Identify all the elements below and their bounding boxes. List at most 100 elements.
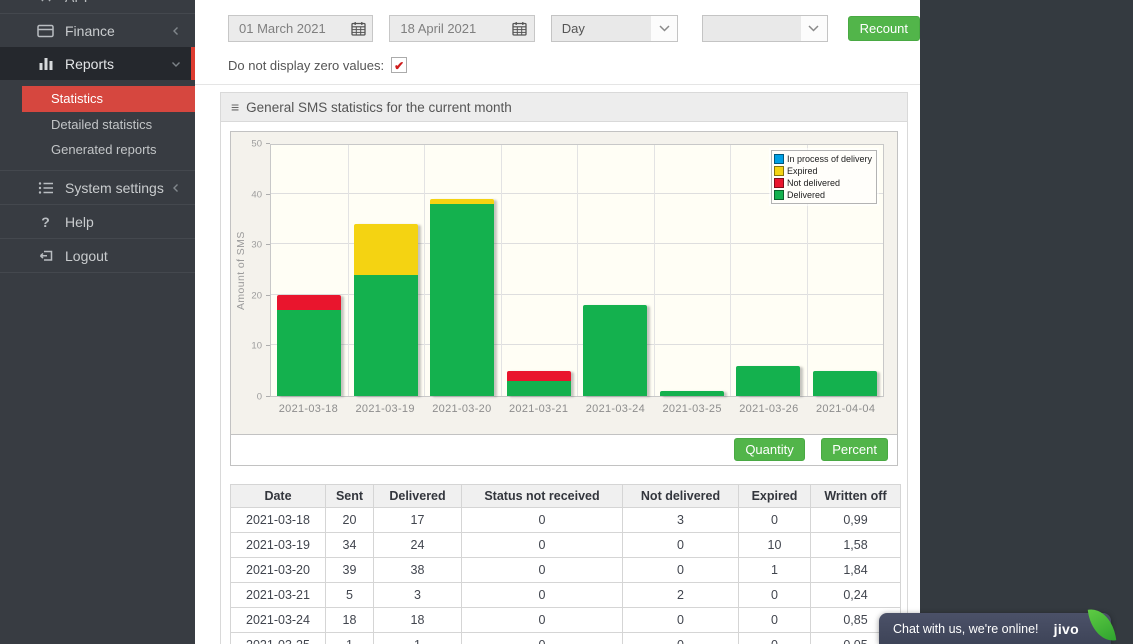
filter-bar: 01 March 2021 18 April 2021 Day (195, 0, 921, 85)
x-label: 2021-03-18 (278, 403, 339, 415)
bar-2021-03-24 (583, 304, 648, 396)
x-label: 2021-03-20 (432, 403, 492, 415)
sidebar-item-label: Statistics (51, 91, 104, 106)
legend-label: In process of delivery (786, 154, 872, 164)
table-row: 2021-03-20 39 38 0 0 1 1,84 (230, 557, 901, 583)
x-label: 2021-03-25 (662, 403, 722, 415)
table-cell: 1 (738, 557, 811, 583)
table-cell: 2021-03-20 (230, 557, 326, 583)
extra-select[interactable] (702, 15, 828, 42)
chart-plot: In process of delivery Expired Not deliver… (270, 144, 884, 397)
statistics-panel: ≡ General SMS statistics for the current… (220, 92, 908, 644)
table-cell: 38 (373, 557, 462, 583)
y-axis: 0 10 20 30 40 50 (231, 139, 270, 403)
y-tick-label: 0 (256, 391, 262, 403)
y-tick-mark (266, 294, 270, 296)
date-from-input[interactable]: 01 March 2021 (228, 15, 374, 42)
extra-select-value (703, 16, 800, 41)
table-header-cell: Expired (738, 484, 811, 508)
bar-segment-delivered (277, 309, 342, 396)
table-cell: 0 (622, 557, 739, 583)
gridline (577, 145, 578, 396)
table-cell: 0,24 (810, 582, 901, 608)
gridline (806, 145, 808, 396)
table-header-cell: Date (230, 484, 326, 508)
jivo-logo: jivo (1053, 620, 1079, 637)
table-cell: 0 (622, 607, 739, 633)
table-cell: 0 (738, 507, 811, 533)
divider (0, 272, 195, 273)
sidebar-item-system-settings[interactable]: System settings (0, 171, 195, 204)
chevron-down-icon (800, 16, 827, 41)
bar-2021-03-20 (430, 198, 495, 396)
sidebar-item-label: Logout (65, 247, 108, 264)
divider (0, 170, 195, 171)
y-tick-label: 30 (251, 239, 262, 251)
table-row: 2021-03-25110000,05 (230, 632, 901, 644)
bar-2021-03-18 (277, 294, 342, 396)
statistics-table: Date Sent Delivered Status not received Not … (230, 484, 901, 644)
table-cell: 0,99 (810, 507, 901, 533)
group-by-select[interactable]: Day (550, 15, 679, 42)
bar-segment-delivered (583, 304, 648, 396)
table-cell: 2021-03-24 (230, 607, 326, 633)
gridline (653, 145, 655, 396)
sidebar-item-label: Finance (65, 22, 115, 39)
recount-button[interactable]: Recount (847, 16, 921, 41)
table-cell: 2021-03-21 (230, 582, 326, 608)
panel-header[interactable]: ≡ General SMS statistics for the current… (221, 93, 907, 122)
date-to-input[interactable]: 18 April 2021 (389, 15, 535, 42)
table-cell: 0 (461, 532, 623, 558)
bar-chart-icon (37, 56, 54, 72)
sidebar-item-generated-reports[interactable]: Generated reports (0, 137, 195, 162)
sidebar-item-label: System settings (65, 179, 164, 196)
bar-2021-03-21 (506, 370, 571, 396)
quantity-button[interactable]: Quantity (734, 438, 805, 461)
table-cell: 0 (461, 632, 623, 644)
sidebar-item-label: Help (65, 213, 94, 230)
table-header-cell: Delivered (373, 484, 462, 508)
y-tick-mark (266, 193, 270, 195)
table-header-cell: Status not received (461, 484, 623, 508)
panel-title: General SMS statistics for the current m… (246, 99, 512, 115)
percent-button[interactable]: Percent (821, 438, 888, 461)
x-label: 2021-04-04 (815, 403, 876, 415)
table-cell: 0 (461, 607, 623, 633)
chevron-left-icon (171, 26, 181, 36)
bar-segment-expired (430, 198, 495, 204)
chart-mode-buttons: Quantity Percent (231, 434, 897, 465)
sidebar-item-detailed-statistics[interactable]: Detailed statistics (0, 112, 195, 137)
legend-swatch (773, 178, 784, 188)
calendar-icon[interactable] (344, 21, 372, 36)
legend-label: Not delivered (786, 178, 840, 188)
divider (0, 238, 195, 239)
table-cell: 0 (622, 532, 739, 558)
sidebar-item-finance[interactable]: Finance (0, 14, 195, 47)
group-by-value: Day (561, 21, 585, 36)
table-cell: 2021-03-25 (230, 632, 326, 644)
table-cell: 0 (461, 557, 623, 583)
sidebar-item-logout[interactable]: Logout (0, 239, 195, 272)
chevron-left-icon (171, 183, 181, 193)
list-icon (37, 180, 54, 196)
sidebar-item-statistics[interactable]: Statistics (22, 86, 195, 112)
chat-widget[interactable]: Chat with us, we're online! jivo (879, 606, 1117, 644)
sidebar-item-api[interactable]: API (0, 0, 195, 13)
table-header-cell: Not delivered (622, 484, 739, 508)
table-body: 2021-03-18 20 17 0 3 0 0,99 2021-03-19 34 24 0 0 10 1… (230, 507, 901, 644)
zero-values-checkbox[interactable]: ✔ (391, 57, 408, 73)
chart-card: Amount of SMS 0 10 20 30 40 50 In process of … (230, 131, 898, 466)
legend-label: Delivered (786, 190, 825, 200)
y-tick-mark (266, 345, 270, 347)
table-cell: 0 (738, 607, 811, 633)
calendar-icon[interactable] (506, 21, 534, 36)
table-header-cell: Sent (325, 484, 374, 508)
table-row: 2021-03-21 5 3 0 2 0 0,24 (230, 582, 901, 608)
panel-menu-icon: ≡ (231, 99, 240, 115)
table-cell: 0 (461, 582, 623, 608)
divider (0, 204, 195, 205)
sidebar-item-reports[interactable]: Reports (0, 47, 195, 80)
leaf-icon (1087, 606, 1117, 644)
table-cell: 1 (373, 632, 462, 644)
sidebar-item-help[interactable]: ? Help (0, 205, 195, 238)
